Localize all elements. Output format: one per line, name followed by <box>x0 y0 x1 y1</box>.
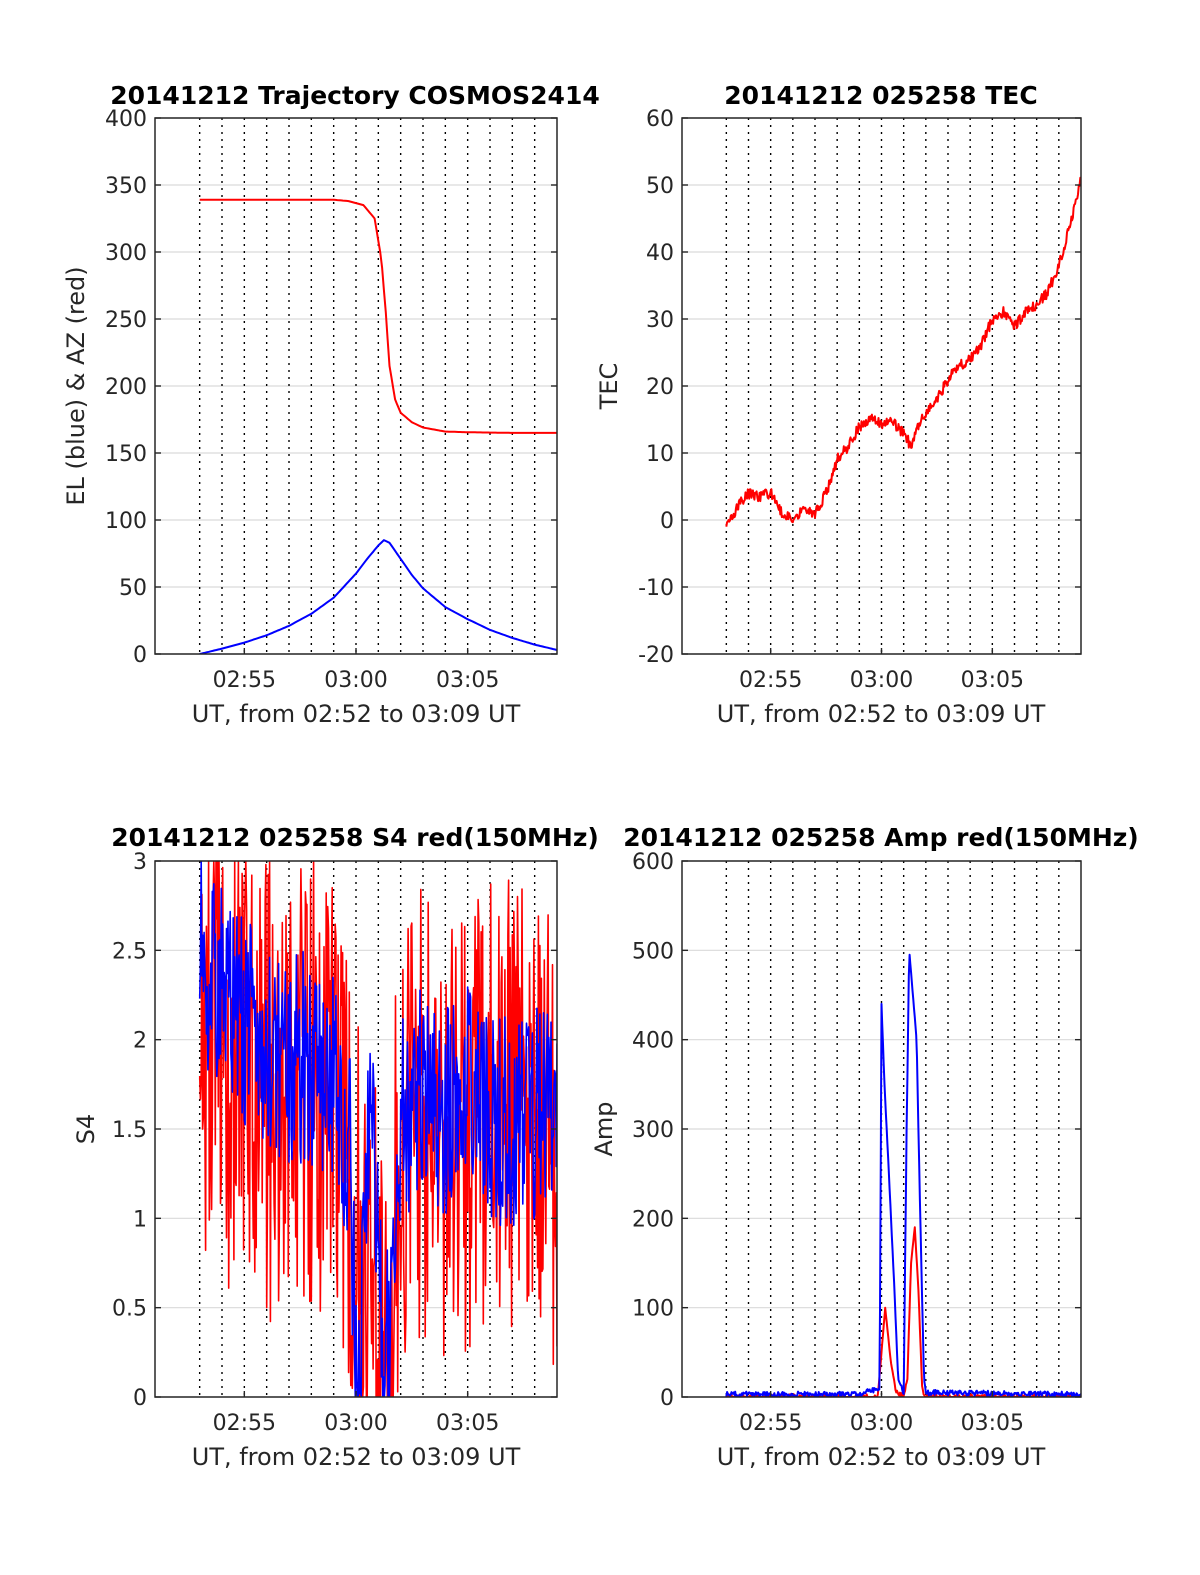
y-tick-label: 2 <box>133 1029 147 1054</box>
series-line-blue <box>199 539 557 654</box>
x-tick-label: 03:05 <box>961 668 1024 693</box>
y-axis-label: S4 <box>72 1114 100 1145</box>
y-tick-label: 400 <box>105 107 147 132</box>
y-tick-label: 60 <box>646 107 674 132</box>
panel-amp: 20141212 025258 Amp red(150MHz) 0 100 200 3… <box>590 823 1139 1471</box>
y-tick-label: 0 <box>133 643 147 668</box>
x-tick-label: 03:00 <box>324 668 387 693</box>
y-tick-label: -20 <box>638 643 674 668</box>
panel-trajectory: 20141212 Trajectory COSMOS2414 0 50 100 150… <box>62 81 600 728</box>
x-tick-label: 03:00 <box>850 668 913 693</box>
panel-title: 20141212 025258 Amp red(150MHz) <box>623 823 1139 852</box>
y-tick-label: 200 <box>105 375 147 400</box>
series-line-red <box>199 198 557 434</box>
x-tick-label: 03:00 <box>850 1411 913 1436</box>
y-tick-label: 3 <box>133 850 147 875</box>
x-axis-label: UT, from 02:52 to 03:09 UT <box>717 700 1046 728</box>
series-line-blue <box>198 861 557 1397</box>
y-tick-label: 50 <box>646 174 674 199</box>
y-tick-label: 400 <box>632 1029 674 1054</box>
panel-title: 20141212 025258 TEC <box>724 81 1037 110</box>
panel-tec: 20141212 025258 TEC -20 -10 0 10 20 30 40 50 60 0… <box>595 81 1082 728</box>
x-tick-label: 03:05 <box>436 668 499 693</box>
y-tick-label: 200 <box>632 1207 674 1232</box>
y-tick-label: 10 <box>646 442 674 467</box>
y-tick-label: 0 <box>133 1386 147 1411</box>
y-tick-label: 350 <box>105 174 147 199</box>
x-axis-label: UT, from 02:52 to 03:09 UT <box>717 1443 1046 1471</box>
y-tick-label: 2.5 <box>112 939 147 964</box>
x-tick-label: 03:00 <box>324 1411 387 1436</box>
y-tick-label: 300 <box>105 241 147 266</box>
x-axis-label: UT, from 02:52 to 03:09 UT <box>192 700 521 728</box>
x-tick-label: 03:05 <box>961 1411 1024 1436</box>
x-axis-label: UT, from 02:52 to 03:09 UT <box>192 1443 521 1471</box>
y-tick-label: 40 <box>646 241 674 266</box>
x-tick-label: 02:55 <box>739 1411 802 1436</box>
y-tick-label: 100 <box>632 1297 674 1322</box>
y-tick-label: 500 <box>632 939 674 964</box>
y-axis-label: EL (blue) & AZ (red) <box>62 266 90 505</box>
y-axis-label: Amp <box>590 1101 618 1156</box>
y-tick-label: 600 <box>632 850 674 875</box>
y-tick-label: -10 <box>638 576 674 601</box>
y-tick-label: 0 <box>660 509 674 534</box>
y-tick-label: 0 <box>660 1386 674 1411</box>
y-tick-label: 300 <box>632 1118 674 1143</box>
y-tick-label: 1.5 <box>112 1118 147 1143</box>
y-axis-label: TEC <box>595 363 623 411</box>
x-tick-label: 02:55 <box>213 1411 276 1436</box>
x-tick-label: 03:05 <box>436 1411 499 1436</box>
series-line-blue <box>725 953 1081 1397</box>
y-tick-label: 250 <box>105 308 147 333</box>
y-tick-label: 50 <box>119 576 147 601</box>
y-tick-label: 0.5 <box>112 1297 147 1322</box>
y-tick-label: 30 <box>646 308 674 333</box>
series-line-red <box>198 861 557 1397</box>
y-tick-label: 20 <box>646 375 674 400</box>
panel-s4: 20141212 025258 S4 red(150MHz) 0 0.5 1 1.5 2… <box>72 823 599 1471</box>
y-tick-label: 150 <box>105 442 147 467</box>
panel-title: 20141212 Trajectory COSMOS2414 <box>110 81 600 110</box>
y-tick-label: 1 <box>133 1207 147 1232</box>
panel-title: 20141212 025258 S4 red(150MHz) <box>111 823 599 852</box>
series-line-red <box>725 176 1081 527</box>
y-tick-label: 100 <box>105 509 147 534</box>
x-tick-label: 02:55 <box>213 668 276 693</box>
x-tick-label: 02:55 <box>739 668 802 693</box>
